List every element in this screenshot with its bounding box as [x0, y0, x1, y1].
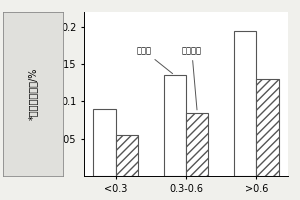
Text: *转帉终点残锤/%: *转帉终点残锤/% [28, 68, 38, 120]
Bar [164, 75, 186, 176]
Bar [116, 135, 138, 176]
Bar [186, 113, 208, 176]
Bar [234, 31, 256, 176]
Bar [256, 79, 279, 176]
Text: 原工艺: 原工艺 [136, 46, 172, 74]
Text: 试验工艺: 试验工艺 [182, 46, 202, 110]
Bar [93, 109, 116, 176]
